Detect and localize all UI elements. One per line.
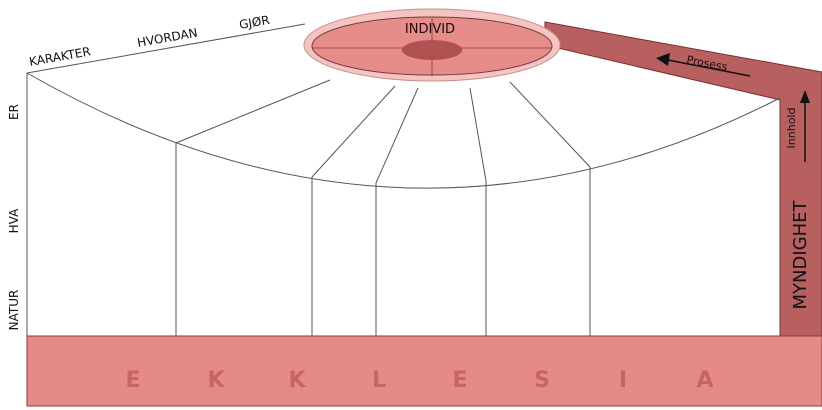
ekklesia-base (26, 335, 822, 407)
myndighet-label: MYNDIGHET (790, 199, 811, 309)
innhold-arrow: Innhold (785, 90, 810, 162)
ekklesia-letter: S (534, 368, 550, 393)
radial-line-3 (375, 87, 419, 184)
ekklesia-letter: E (125, 368, 140, 393)
ekklesia-letter: L (372, 368, 386, 393)
radial-line-5 (509, 81, 591, 168)
radial-line-2 (311, 85, 396, 178)
individ-label: INDIVID (405, 22, 455, 37)
label-karakter: KARAKTER (28, 44, 92, 69)
ekklesia-letter: E (452, 368, 467, 393)
radial-line-4 (469, 87, 487, 182)
ekklesia-letter: K (207, 368, 225, 393)
innhold-label: Innhold (785, 108, 798, 149)
label-er: ER (7, 104, 21, 120)
label-hvordan: HVORDAN (136, 26, 199, 50)
ekklesia-letter: A (696, 368, 713, 393)
label-gjor: GJØR (238, 13, 271, 32)
ekklesia-letter: K (288, 368, 306, 393)
label-hva: HVA (7, 208, 21, 233)
label-natur: NATUR (7, 290, 21, 331)
radial-line-1 (175, 79, 331, 144)
top-outline (26, 23, 306, 74)
main-arc (26, 72, 781, 189)
ekklesia-letter: I (619, 368, 627, 393)
myndighet-band (544, 21, 822, 337)
individ-core (402, 40, 462, 60)
individ-ellipse: INDIVID (303, 8, 561, 82)
